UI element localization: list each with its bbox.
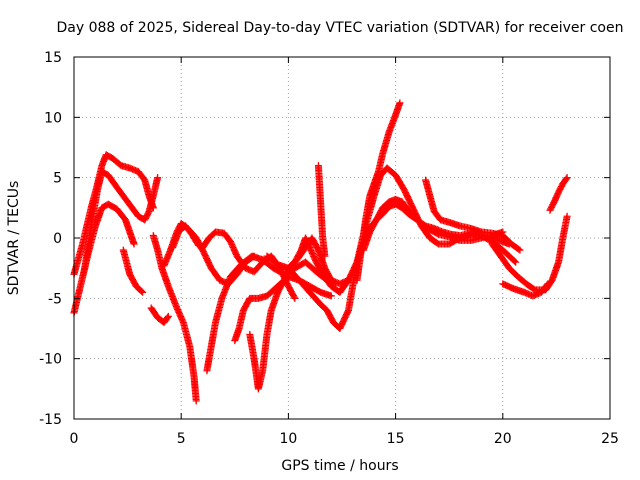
x-tick-label: 25 [601, 431, 619, 447]
data-point-marker [164, 312, 172, 320]
data-point-marker [138, 287, 146, 295]
y-tick-label: -15 [39, 412, 62, 428]
y-axis-label: SDTVAR / TECUs [6, 181, 22, 296]
data-point-marker [139, 288, 147, 296]
y-tick-label: -10 [39, 352, 62, 368]
y-tick-label: 15 [44, 50, 62, 66]
data-point-marker [563, 174, 571, 182]
data-series [70, 99, 571, 405]
tick-marks [73, 56, 611, 420]
series-track-1 [70, 200, 138, 317]
data-point-marker [516, 246, 524, 254]
data-point-marker [163, 314, 171, 322]
data-point-marker [544, 280, 552, 288]
series-track-14 [314, 162, 329, 260]
data-point-marker [290, 293, 298, 301]
x-tick-label: 0 [70, 431, 79, 447]
x-tick-label: 10 [279, 431, 297, 447]
series-track-3 [81, 168, 162, 272]
data-point-marker [321, 252, 329, 260]
x-tick-labels: 0 5 10 15 20 25 [70, 431, 619, 447]
data-point-marker [562, 175, 570, 183]
x-tick-label: 5 [177, 431, 186, 447]
series-track-4 [119, 246, 147, 296]
data-point-marker [511, 257, 519, 265]
data-point-marker [327, 292, 335, 300]
series-track-5 [147, 304, 172, 326]
y-tick-label: 5 [53, 171, 62, 187]
y-tick-label: -5 [48, 291, 62, 307]
series-track-10 [231, 273, 335, 345]
series-track-16 [359, 200, 507, 254]
y-tick-labels: 15 10 5 0 -5 -10 -15 [39, 50, 62, 428]
data-point-marker [515, 245, 523, 253]
x-axis-label: GPS time / hours [281, 458, 398, 474]
series-track-15 [353, 99, 404, 284]
x-tick-label: 15 [387, 431, 405, 447]
y-tick-label: 10 [44, 110, 62, 126]
series-track-17 [422, 176, 524, 254]
data-point-marker [130, 240, 138, 248]
data-point-marker [396, 99, 404, 107]
data-point-marker [291, 294, 299, 302]
data-point-marker [563, 212, 571, 220]
data-point-marker [192, 397, 200, 405]
y-tick-label: 0 [53, 231, 62, 247]
series-track-6 [149, 232, 200, 405]
chart-title: Day 088 of 2025, Sidereal Day-to-day VTE… [57, 20, 624, 36]
data-point-marker [512, 258, 520, 266]
series-track-18 [488, 212, 571, 294]
data-point-marker [154, 174, 162, 182]
data-point-marker [543, 281, 551, 289]
series-track-19 [499, 280, 552, 300]
x-tick-label: 20 [494, 431, 512, 447]
series-track-20 [546, 174, 571, 214]
series-track-7 [160, 220, 258, 288]
